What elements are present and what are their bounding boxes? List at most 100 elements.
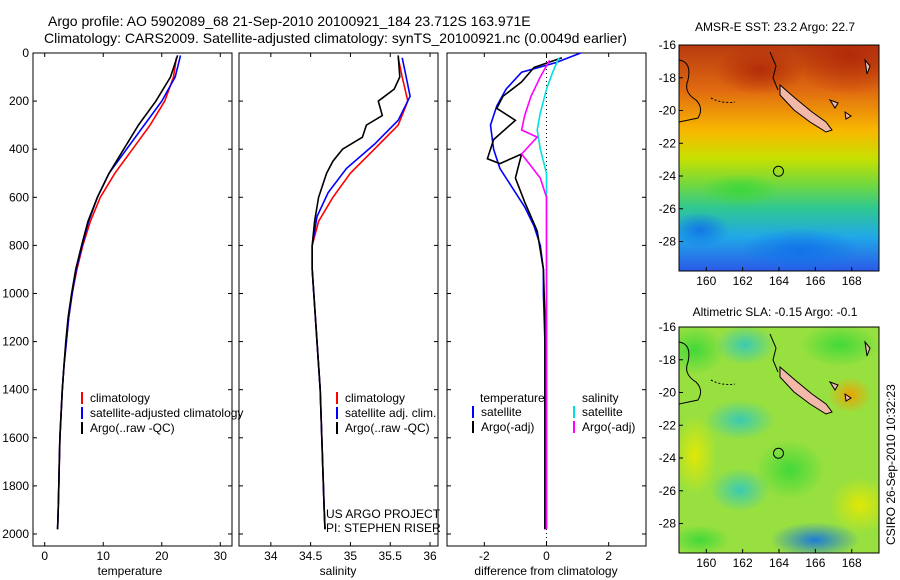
- sla-patch: [755, 440, 825, 500]
- header-line1: Argo profile: AO 5902089_68 21-Sep-2010 …: [48, 13, 531, 29]
- legend-temp-satellite-label: satellite: [481, 405, 522, 419]
- y-tick-label: 800: [9, 238, 29, 252]
- salinity-legend: climatology satellite adj. clim. Argo(..…: [326, 391, 441, 535]
- temperature-legend: climatology satellite-adjusted climatolo…: [81, 391, 243, 435]
- sla-patch: [828, 377, 872, 413]
- x-tick-label: 20: [155, 549, 169, 563]
- project-annotation: US ARGO PROJECT: [326, 507, 441, 521]
- australia-coastline: [679, 341, 702, 405]
- loyalty-islands: [828, 381, 852, 402]
- new-caledonia-island: [779, 83, 833, 133]
- island-coastline: [769, 333, 779, 373]
- sla-map-title: Altimetric SLA: -0.15 Argo: -0.1: [693, 305, 858, 319]
- y-tick-label: 2000: [2, 527, 29, 541]
- reef-outline: [710, 97, 736, 103]
- lat-tick-label: -20: [659, 104, 677, 118]
- y-tick-label: 1800: [2, 479, 29, 493]
- lat-tick-label: -16: [659, 38, 677, 52]
- lat-tick-label: -22: [659, 136, 677, 150]
- island-coastline: [769, 51, 779, 91]
- x-tick-label: 10: [97, 549, 111, 563]
- argo-float-marker: [772, 447, 784, 459]
- sla-patch: [679, 415, 717, 495]
- x-tick-label: 35.5: [379, 549, 403, 563]
- salinity-panel: [238, 52, 439, 547]
- vanuatu-island: [864, 340, 871, 357]
- x-tick-label: 36: [423, 549, 437, 563]
- series-salinity-argo-adj-: [520, 59, 551, 530]
- lat-tick-label: -24: [659, 451, 677, 465]
- axis-ticks-layer: 0 10 20 30020040060080010001200140016001800…: [2, 46, 646, 563]
- lat-tick-label: -24: [659, 169, 677, 183]
- y-tick-label: 1000: [2, 286, 29, 300]
- lon-tick-label: 166: [805, 274, 825, 288]
- lat-tick-label: -18: [659, 353, 677, 367]
- lat-tick-label: -26: [659, 202, 677, 216]
- y-tick-label: 1200: [2, 335, 29, 349]
- legend-temperature-heading: temperature: [480, 391, 545, 405]
- lon-tick-label: 166: [805, 556, 825, 570]
- sla-patch: [770, 522, 860, 553]
- y-tick-label: 1600: [2, 431, 29, 445]
- sla-patch: [705, 400, 775, 440]
- legend-climatology-label: climatology: [345, 391, 405, 405]
- reef-outline: [710, 379, 736, 385]
- sla-patch: [830, 477, 879, 533]
- difference-legend: temperature satellite Argo(-adj) salinit…: [472, 391, 635, 434]
- x-tick-label: -2: [479, 549, 490, 563]
- new-caledonia-island: [779, 365, 833, 415]
- x-tick-label: 34.5: [299, 549, 323, 563]
- lat-tick-label: -28: [659, 517, 677, 531]
- legend-sal-satellite-label: satellite: [582, 405, 623, 419]
- lat-tick-label: -18: [659, 71, 677, 85]
- x-tick-label: 0: [543, 549, 550, 563]
- sst-warm-patch: [790, 45, 879, 95]
- sst-cool-patch: [740, 228, 860, 271]
- lon-tick-label: 164: [769, 274, 789, 288]
- loyalty-islands: [828, 99, 852, 120]
- series-argo-raw-qc-: [311, 55, 401, 530]
- sst-cool-patch: [679, 212, 730, 248]
- sla-patch: [800, 327, 879, 367]
- legend-argo-label: Argo(..raw -QC): [345, 421, 430, 435]
- lat-tick-label: -16: [659, 320, 677, 334]
- y-tick-label: 400: [9, 142, 29, 156]
- y-tick-label: 600: [9, 190, 29, 204]
- difference-xlabel: difference from climatology: [474, 564, 617, 578]
- x-tick-label: 0: [41, 549, 48, 563]
- temperature-xlabel: temperature: [98, 564, 163, 578]
- lat-tick-label: -26: [659, 484, 677, 498]
- credit-text: CSIRO 26-Sep-2010 10:32:23: [884, 384, 898, 545]
- australia-coastline: [679, 59, 702, 123]
- x-tick-label: 2: [605, 549, 612, 563]
- lat-tick-label: -20: [659, 386, 677, 400]
- lat-tick-label: -28: [659, 235, 677, 249]
- temperature-panel: [32, 52, 233, 547]
- series-temperature-argo-adj-: [486, 57, 563, 530]
- y-tick-label: 200: [9, 94, 29, 108]
- salinity-xlabel: salinity: [320, 564, 357, 578]
- sla-patch: [715, 327, 775, 365]
- legend-satellite-label: satellite adj. clim.: [345, 406, 436, 420]
- lon-tick-label: 160: [696, 274, 716, 288]
- legend-salinity-heading: salinity: [582, 391, 619, 405]
- legend-sal-argo-label: Argo(-adj): [582, 420, 635, 434]
- sla-patch: [710, 468, 770, 512]
- sla-axis-ticks: 160 162 164 166 168 -16 -18 -20 -22 -24 -26 -28: [659, 320, 862, 570]
- sst-mid-patch: [700, 174, 780, 206]
- sst-warm-patch: [715, 45, 805, 95]
- lon-tick-label: 162: [733, 556, 753, 570]
- header-line2: Climatology: CARS2009. Satellite-adjuste…: [44, 30, 627, 46]
- sst-map-title: AMSR-E SST: 23.2 Argo: 22.7: [695, 20, 855, 34]
- pi-annotation: PI: STEPHEN RISER: [326, 521, 441, 535]
- lon-tick-label: 160: [696, 556, 716, 570]
- legend-argo-label: Argo(..raw -QC): [90, 421, 175, 435]
- sla-patch: [679, 525, 730, 553]
- x-tick-label: 34: [264, 549, 278, 563]
- x-tick-label: 30: [214, 549, 228, 563]
- lon-tick-label: 164: [769, 556, 789, 570]
- y-tick-label: 0: [22, 46, 29, 60]
- lon-tick-label: 168: [842, 556, 862, 570]
- sla-patch: [679, 327, 725, 375]
